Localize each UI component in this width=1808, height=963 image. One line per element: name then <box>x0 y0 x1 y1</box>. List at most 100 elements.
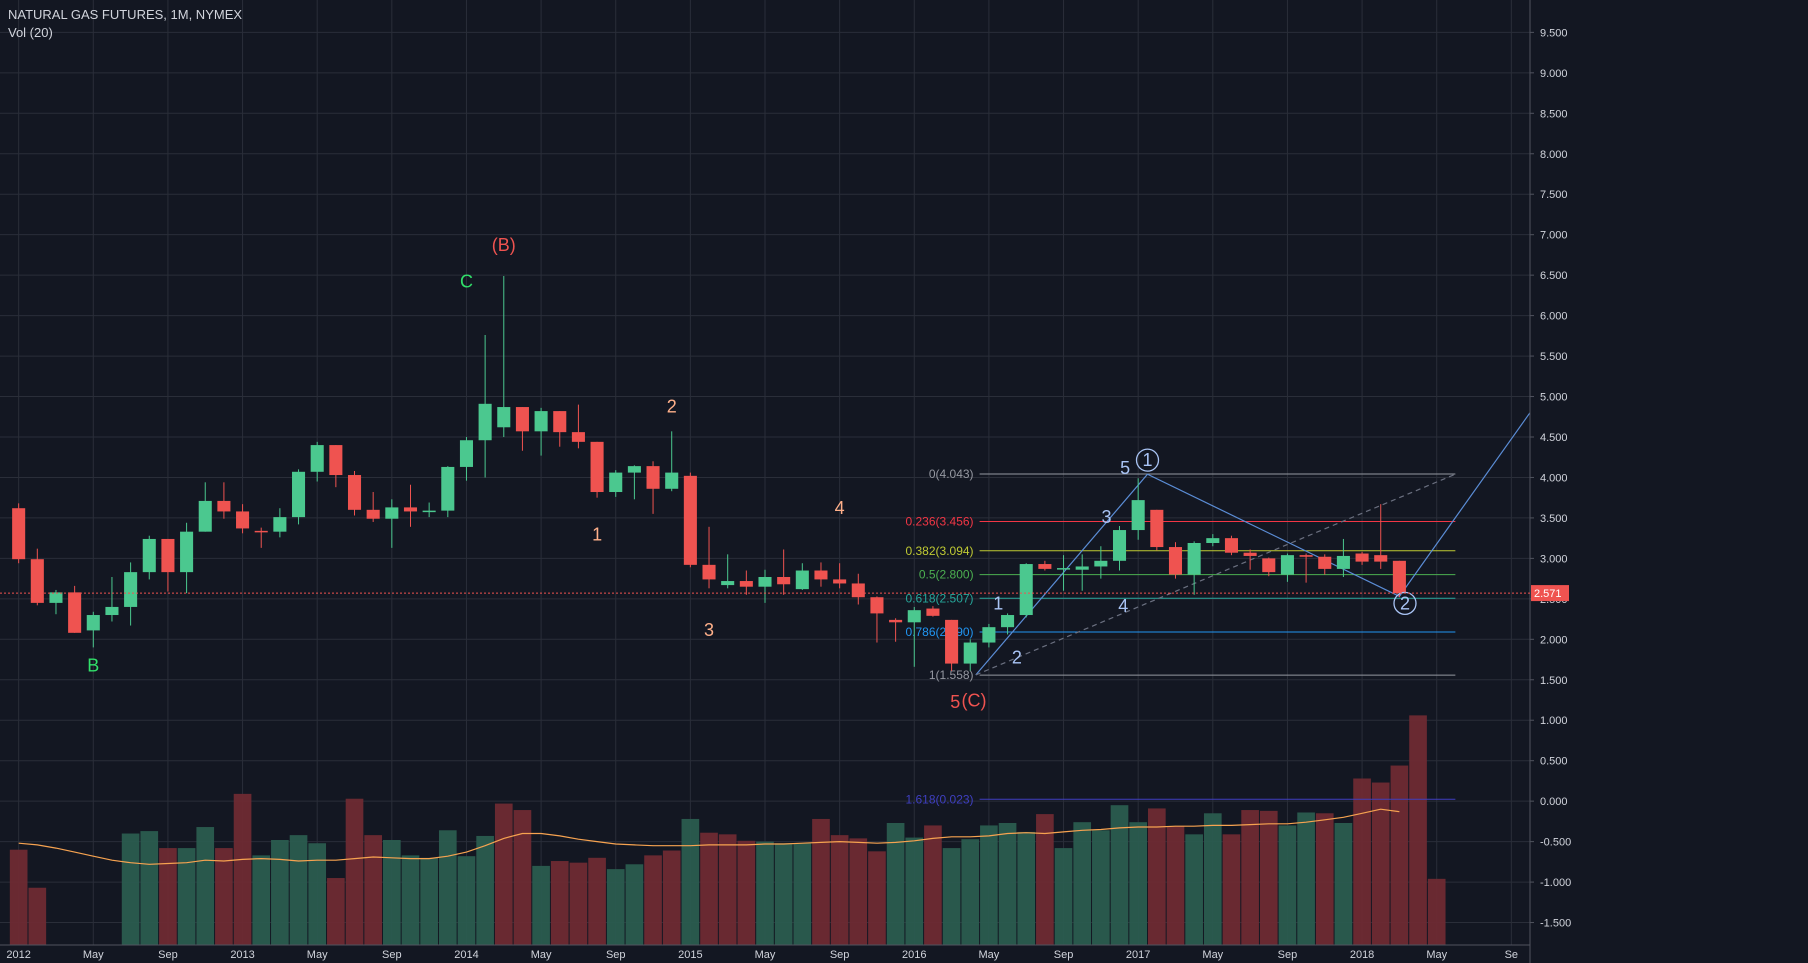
volume-bar <box>924 825 942 957</box>
time-tick-label: Sep <box>382 949 402 961</box>
grid <box>0 0 1530 945</box>
candle <box>590 441 604 498</box>
candle-body <box>49 592 63 603</box>
volume-bar <box>289 835 308 957</box>
dashed-trend-line[interactable] <box>975 473 1456 676</box>
candle <box>627 465 641 500</box>
time-tick-label: May <box>307 949 328 961</box>
volume-bar <box>1203 813 1222 957</box>
time-tick-label: 2017 <box>1126 949 1150 961</box>
candle-body <box>907 610 921 623</box>
last-price-badge[interactable] <box>1531 585 1569 602</box>
candle-body <box>982 627 996 643</box>
volume-bar <box>1222 834 1241 957</box>
candle <box>814 562 828 587</box>
candle-body <box>926 608 940 616</box>
volume-bar <box>700 832 718 957</box>
candle <box>347 470 362 516</box>
trend-lines[interactable] <box>975 412 1531 676</box>
candle <box>833 563 847 589</box>
volume-bar <box>1017 831 1036 957</box>
volume-bar <box>718 834 737 957</box>
volume-bar <box>494 803 513 957</box>
price-tick-label: 4.000 <box>1540 472 1568 484</box>
candle-body <box>459 440 473 467</box>
candle-body <box>161 538 175 573</box>
price-tick-label: 7.500 <box>1540 189 1568 201</box>
volume-bar <box>569 862 588 957</box>
wave-label: 2 <box>667 397 677 417</box>
candle <box>310 441 324 482</box>
volume-bar <box>140 831 159 957</box>
wave-label-circle <box>1135 448 1160 472</box>
fib-level-label: 0.382(3.094) <box>906 544 974 558</box>
candle <box>1262 557 1276 577</box>
candle <box>161 538 175 592</box>
volume-bar <box>159 848 177 957</box>
time-tick-label: May <box>755 949 776 961</box>
fib-level-label: 0.618(2.507) <box>906 591 974 605</box>
time-tick-label: Se <box>1505 949 1518 961</box>
volume-bar <box>588 857 606 957</box>
candle-body <box>86 615 100 631</box>
price-tick-label: 8.500 <box>1540 108 1568 120</box>
candle-body <box>105 606 119 616</box>
volume-bar <box>121 833 140 957</box>
candle <box>1094 546 1108 579</box>
price-tick-label: 4.500 <box>1540 432 1568 444</box>
candle <box>1038 560 1052 571</box>
candle <box>1057 555 1071 591</box>
volume-bar <box>383 839 401 957</box>
candle-body <box>571 432 585 442</box>
volume-bar <box>756 841 774 957</box>
wave-label: 1 <box>1142 450 1152 470</box>
price-axis-bg <box>1530 0 1808 963</box>
candle <box>870 596 884 643</box>
volume-bar <box>1036 814 1054 957</box>
candle <box>1374 504 1388 569</box>
candle-body <box>198 500 212 532</box>
volume-bar <box>849 838 868 957</box>
wave-label: (C) <box>961 690 986 710</box>
wave-trend-line[interactable] <box>975 412 1531 676</box>
wave-label: 4 <box>1118 596 1128 616</box>
candle-body <box>347 475 362 510</box>
candle-body <box>590 441 604 493</box>
volume-bar <box>1297 812 1315 957</box>
candle-body <box>1336 555 1350 569</box>
time-tick-label: May <box>1202 949 1223 961</box>
volume-bar <box>420 857 438 957</box>
price-tick-label: 9.000 <box>1540 68 1568 80</box>
volume-bar <box>252 855 271 957</box>
volume-bar <box>868 851 886 957</box>
fib-level-label: 0.786(2.090) <box>906 625 974 639</box>
candle <box>366 492 380 522</box>
volume-bar <box>812 818 830 957</box>
candle-body <box>1168 547 1183 575</box>
candle <box>292 469 306 525</box>
wave-label: B <box>87 656 99 676</box>
candle-body <box>329 445 343 476</box>
candle-body <box>739 581 753 587</box>
candle-body <box>1280 555 1294 575</box>
candle <box>1075 554 1089 591</box>
volume-bar <box>1073 822 1092 957</box>
candle <box>105 576 119 622</box>
candle <box>889 618 903 642</box>
price-tick-label: -1.000 <box>1540 877 1571 889</box>
candle-body <box>665 472 679 489</box>
price-tick-label: 3.500 <box>1540 513 1568 525</box>
wave-label: C <box>460 271 473 291</box>
volume-bar <box>961 839 980 957</box>
candle <box>1392 560 1406 598</box>
volume-bar <box>233 793 252 957</box>
volume-bar <box>625 864 644 957</box>
candle-body <box>870 597 884 614</box>
wave-label: 1 <box>993 593 1003 613</box>
volume-bar <box>1427 878 1446 957</box>
volume-ma-line <box>18 808 1400 865</box>
volume-bar <box>1148 808 1166 957</box>
time-axis-bg <box>0 945 1808 963</box>
